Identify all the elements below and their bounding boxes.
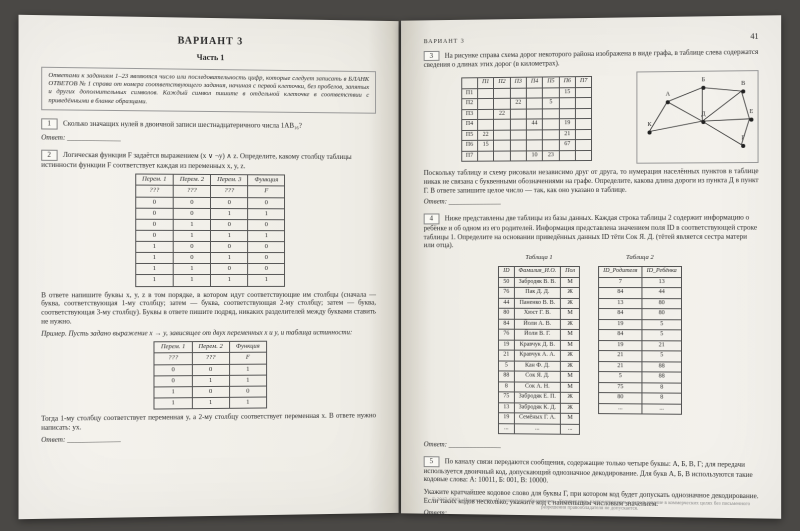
question-1: 1 Сколько значащих нулей в двоичной запи… <box>41 119 376 133</box>
table2-caption: Таблица 2 <box>598 254 682 262</box>
answer-line-3: Ответ: _______________ <box>424 197 759 207</box>
graph-edges <box>637 71 757 163</box>
truth-table-2: Перем. 1Перем. 2Функция??????F0010111001… <box>154 341 267 410</box>
page-number: 41 <box>750 32 758 42</box>
question-4: 4 Ниже представлены две таблицы из базы … <box>424 212 759 250</box>
q3-text-b: Поскольку таблицу и схему рисовали незав… <box>424 167 759 195</box>
answer-line-2: Ответ: _______________ <box>41 432 376 445</box>
graph-diagram: АБВГДЕК <box>636 70 758 164</box>
distance-table: П1П2П3П4П5П6П7П115П2225П322П44419П52221П… <box>461 76 593 162</box>
running-header: ВАРИАНТ 3 <box>424 39 465 47</box>
question-2: 2 Логическая функция F задаётся выражени… <box>41 149 376 171</box>
q2-text-c: Тогда 1-му столбцу соответствует перемен… <box>41 411 376 432</box>
q3-text: На рисунке справа схема дорог некоторого… <box>424 47 759 69</box>
q4-num: 4 <box>424 213 439 224</box>
q2-num: 2 <box>41 149 57 160</box>
q5-num: 5 <box>424 456 439 467</box>
instructions-box: Ответами к заданиям 1–23 являются число … <box>41 66 376 114</box>
left-page: ВАРИАНТ 3 Часть 1 Ответами к заданиям 1–… <box>19 15 399 519</box>
variant-title: ВАРИАНТ 3 <box>41 33 376 51</box>
question-3: 3 На рисунке справа схема дорог некоторо… <box>424 46 759 70</box>
answer-line-4: Ответ: _______________ <box>424 440 759 452</box>
db-table-2: ID_РодителяID_Ребёнка7138444138084801958… <box>598 266 682 415</box>
part-title: Часть 1 <box>41 50 376 65</box>
q1-num: 1 <box>41 119 57 130</box>
answer-line-1: Ответ: _______________ <box>41 133 376 145</box>
example-intro: Пример. Пусть задано выражение x → y, за… <box>41 328 376 338</box>
q2-text-a: Логическая функция F задаётся выражением… <box>41 151 351 170</box>
q2-text-b: В ответе напишите буквы x, y, z в том по… <box>41 290 376 326</box>
question-5: 5 По каналу связи передаются сообщения, … <box>424 456 759 488</box>
right-page: ВАРИАНТ 3 41 3 На рисунке справа схема д… <box>401 15 781 519</box>
db-tables: Таблица 1 IDФамилия_И.О.Пол50Забродяк В.… <box>424 254 759 441</box>
q4-text: Ниже представлены две таблицы из базы да… <box>424 214 757 250</box>
q3-content: П1П2П3П4П5П6П7П115П2225П322П44419П52221П… <box>424 70 759 166</box>
open-book: ВАРИАНТ 3 Часть 1 Ответами к заданиям 1–… <box>22 18 778 516</box>
q3-num: 3 <box>424 50 439 61</box>
right-header: ВАРИАНТ 3 41 <box>424 32 759 47</box>
q1-text: Сколько значащих нулей в двоичной записи… <box>63 120 302 130</box>
q5-text-a: По каналу связи передаются сообщения, со… <box>424 457 753 485</box>
table1-caption: Таблица 1 <box>498 254 580 262</box>
db-table-1: IDФамилия_И.О.Пол50Забродяк В. В.М76Пак … <box>498 266 580 435</box>
truth-table-1: Перем. 1Перем. 2Перем. 3Функция?????????… <box>135 174 285 287</box>
